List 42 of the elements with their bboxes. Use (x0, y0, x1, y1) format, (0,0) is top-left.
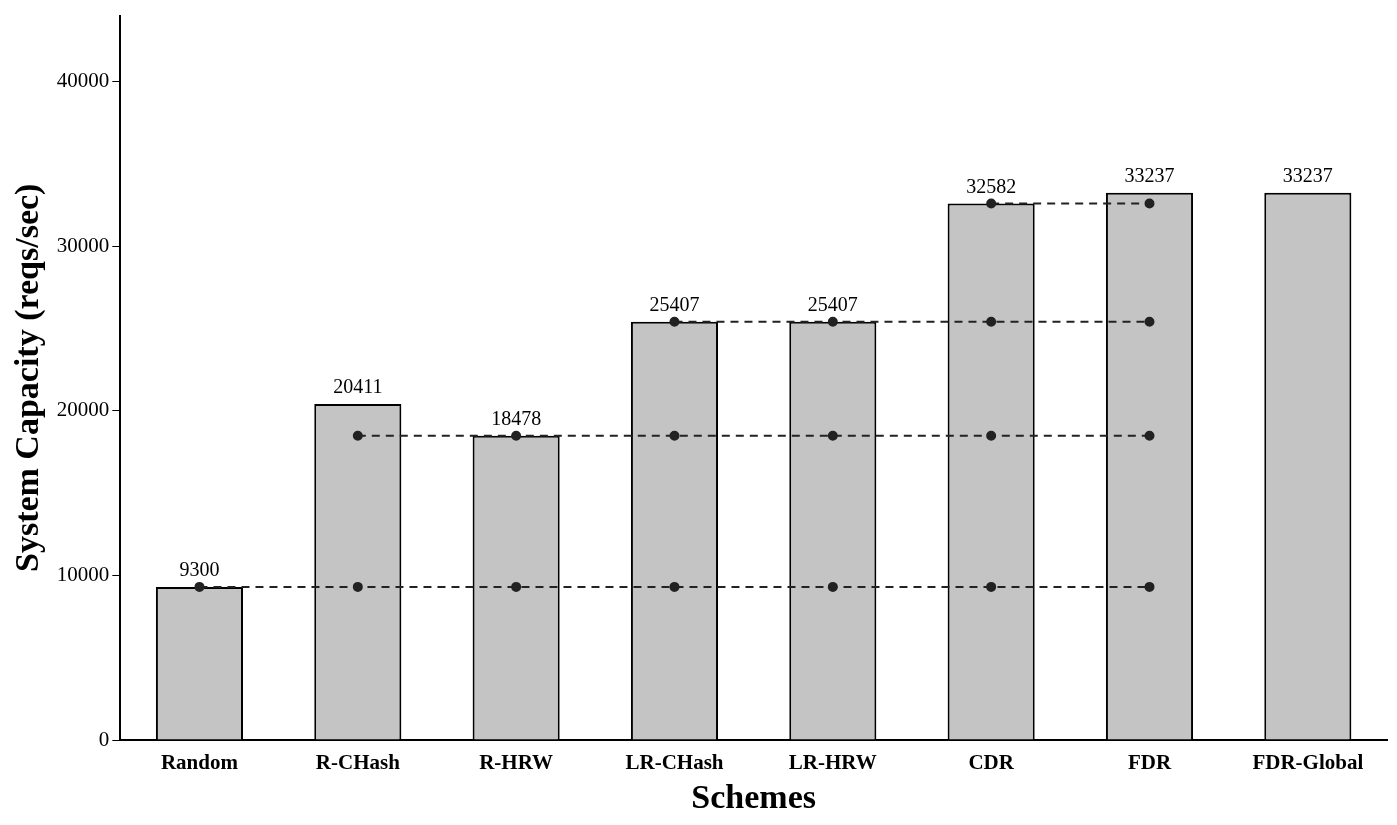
x-tick-label: R-HRW (479, 750, 554, 775)
point (511, 430, 522, 441)
point (352, 581, 363, 592)
point (986, 581, 997, 592)
point (986, 316, 997, 327)
point (1144, 430, 1155, 441)
point (1144, 581, 1155, 592)
y-tick-label: 40000 (56, 67, 110, 92)
point (669, 581, 680, 592)
point (511, 581, 522, 592)
point (669, 430, 680, 441)
y-tick-label: 0 (98, 726, 110, 751)
y-tick-label: 10000 (56, 561, 110, 586)
data-label: 33237 (1124, 164, 1175, 187)
data-label: 33237 (1282, 164, 1333, 187)
x-tick-label: FDR (1127, 750, 1172, 775)
x-tick-label: R-CHash (315, 750, 401, 775)
data-label: 18478 (491, 407, 542, 430)
x-tick-label: FDR-Global (1252, 750, 1364, 775)
y-axis-title: System Capacity (reqs/sec) (8, 183, 47, 573)
point (669, 316, 680, 327)
point (352, 430, 363, 441)
point (986, 198, 997, 209)
data-label: 25407 (649, 292, 700, 315)
data-label: 9300 (179, 558, 220, 581)
point (827, 430, 838, 441)
x-tick-label: CDR (968, 750, 1015, 775)
point (1144, 316, 1155, 327)
point (1144, 198, 1155, 209)
data-label: 32582 (966, 174, 1017, 197)
data-label: 20411 (333, 375, 383, 398)
data-label: 25407 (807, 292, 858, 315)
x-axis-title: Schemes (691, 778, 816, 816)
x-tick-label: LR-CHash (625, 750, 724, 775)
point (986, 430, 997, 441)
point (827, 581, 838, 592)
point (194, 581, 205, 592)
x-tick-label: LR-HRW (788, 750, 877, 775)
point (827, 316, 838, 327)
y-tick-label: 30000 (56, 232, 110, 257)
y-tick-label: 20000 (56, 397, 110, 422)
x-tick-label: Random (160, 750, 239, 775)
